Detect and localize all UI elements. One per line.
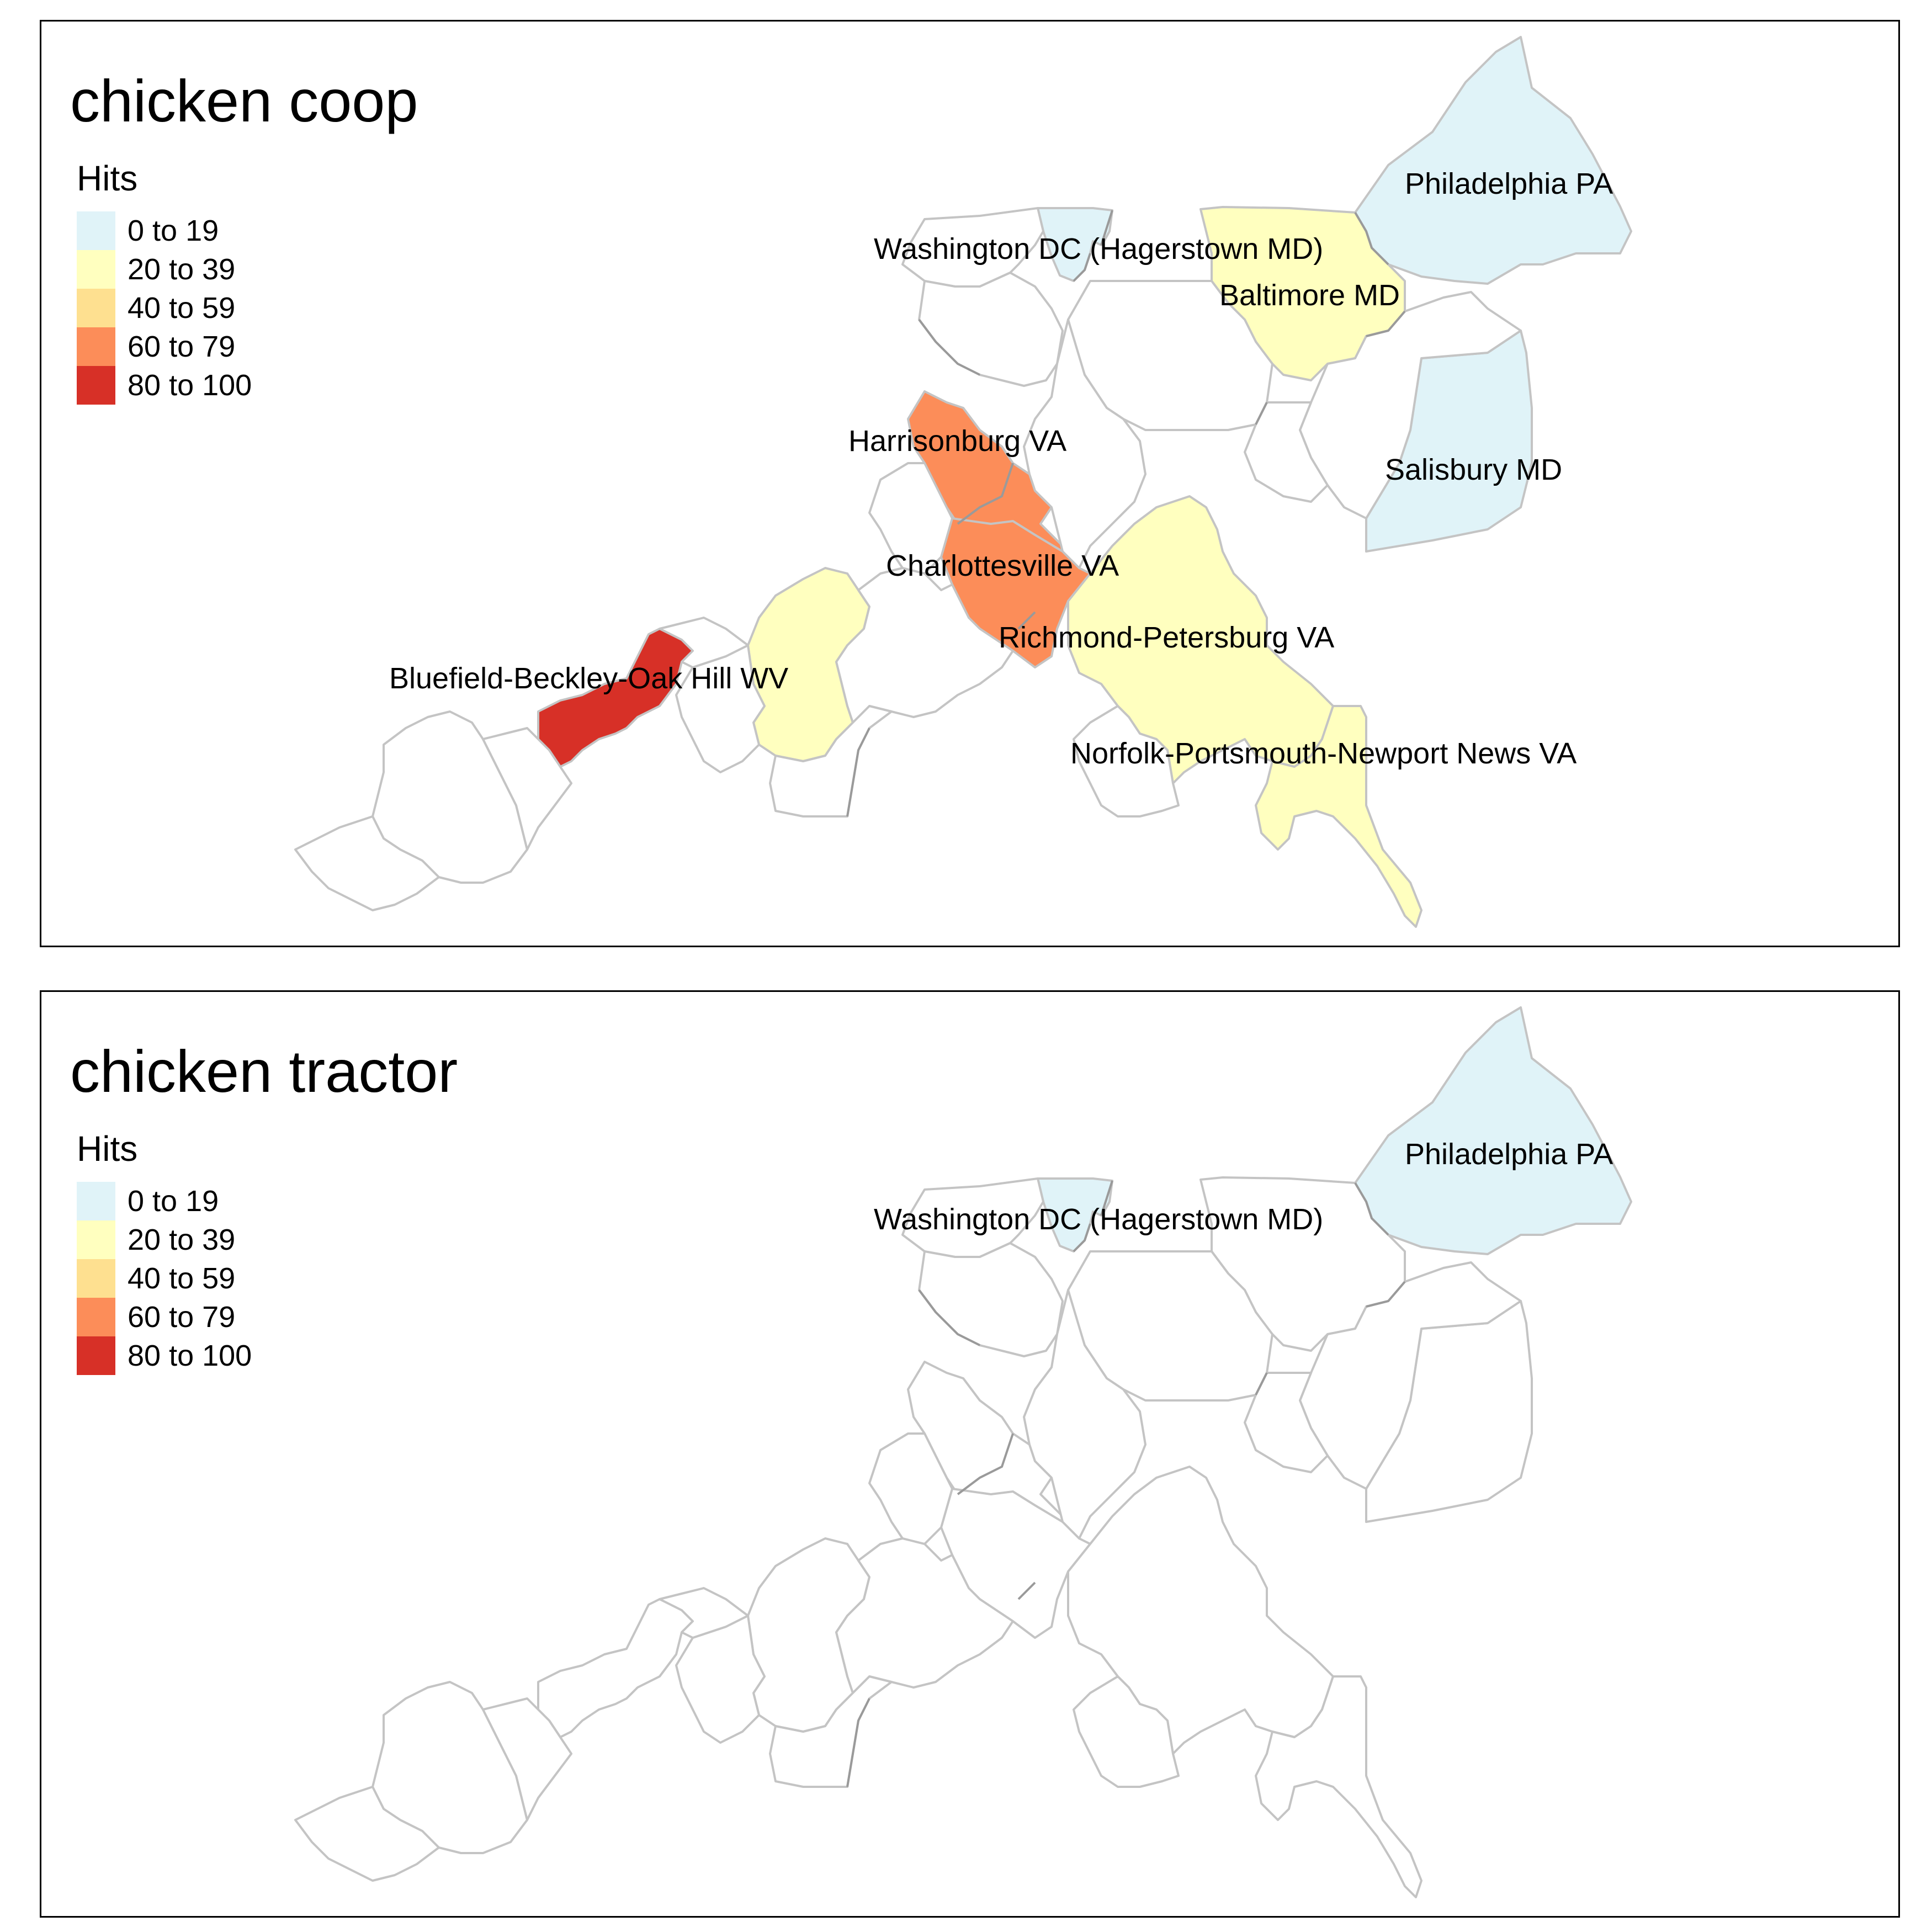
legend-item: 60 to 79 <box>77 327 252 366</box>
legend-item: 40 to 59 <box>77 1259 252 1298</box>
region-philadelphia <box>1354 1006 1632 1255</box>
boundary-line <box>1017 1581 1036 1600</box>
map-panel-chicken-coop: Philadelphia PA Washington DC (Hagerstown… <box>40 20 1900 947</box>
legend-item: 0 to 19 <box>77 1182 252 1220</box>
region-label-norfolk: Norfolk-Portsmouth-Newport News VA <box>1070 737 1577 770</box>
region-wv_center <box>659 617 749 668</box>
region-winchester <box>918 1242 1064 1357</box>
legend-swatch <box>77 211 115 250</box>
boundary-line <box>1354 1182 1389 1236</box>
region-lynchburg <box>835 1537 1014 1694</box>
boundary-line <box>957 1433 1014 1495</box>
region-va_tip <box>294 1786 440 1882</box>
legend-swatch <box>77 1336 115 1375</box>
legend-swatch <box>77 1182 115 1220</box>
panel-title: chicken tractor <box>70 1038 458 1105</box>
region-sw_va <box>675 1615 766 1744</box>
region-wv_sw <box>482 1697 572 1821</box>
legend-title: Hits <box>77 1129 138 1169</box>
region-norfolk <box>1255 705 1423 928</box>
boundary-line <box>1366 1281 1406 1308</box>
map-panel-chicken-tractor: Philadelphia PA Washington DC (Hagerstown… <box>40 990 1900 1918</box>
legend-item: 20 to 39 <box>77 250 252 289</box>
legend-label: 60 to 79 <box>128 330 236 363</box>
region-wv_sw <box>482 727 572 851</box>
region-va_south <box>1073 1675 1180 1788</box>
labels-layer: Philadelphia PA Washington DC (Hagerstown… <box>389 167 1613 770</box>
choropleth-map: Philadelphia PA Washington DC (Hagerstown… <box>294 36 1632 928</box>
legend-swatch <box>77 289 115 327</box>
legend-item: 60 to 79 <box>77 1298 252 1336</box>
region-label-washington: Washington DC (Hagerstown MD) <box>874 1203 1323 1236</box>
legend-label: 80 to 100 <box>128 369 252 402</box>
boundary-line <box>1255 1372 1268 1395</box>
boundary-line <box>1073 253 1091 282</box>
boundary-line <box>846 1698 871 1787</box>
region-label-richmond: Richmond-Petersburg VA <box>999 621 1334 654</box>
region-philadelphia <box>1354 36 1632 285</box>
legend: Hits 0 to 19 20 to 39 40 to 59 60 to 79 … <box>77 161 252 405</box>
region-bluefield <box>537 1598 694 1738</box>
legend-label: 20 to 39 <box>128 1223 236 1256</box>
region-ches_bay_w <box>1244 401 1329 503</box>
legend-label: 20 to 39 <box>128 253 236 286</box>
boundary-line <box>1100 210 1113 246</box>
legend-item: 80 to 100 <box>77 1336 252 1375</box>
labels-layer: Philadelphia PA Washington DC (Hagerstown… <box>874 1138 1613 1236</box>
legend-swatch <box>77 1259 115 1298</box>
regions-layer <box>294 36 1632 928</box>
boundary-line <box>918 1289 980 1346</box>
region-dc_area <box>1023 1289 1147 1540</box>
legend-title: Hits <box>77 158 138 198</box>
region-wv_center <box>659 1587 749 1639</box>
region-norfolk <box>1255 1675 1423 1898</box>
boundary-line <box>957 463 1014 525</box>
region-lynchburg <box>835 567 1014 724</box>
region-label-salisbury: Salisbury MD <box>1385 453 1562 486</box>
legend-label: 0 to 19 <box>128 214 219 247</box>
legend-swatch <box>77 1298 115 1336</box>
legend-swatch <box>77 250 115 289</box>
boundary-line <box>1255 402 1268 425</box>
region-va_tip <box>294 815 440 911</box>
legend-label: 60 to 79 <box>128 1301 236 1334</box>
regions-layer <box>294 1006 1632 1898</box>
boundary-line <box>1017 611 1036 630</box>
region-label-harrisonburg: Harrisonburg VA <box>848 424 1066 458</box>
panel-title: chicken coop <box>70 67 418 134</box>
legend-label: 80 to 100 <box>128 1339 252 1372</box>
legend-label: 0 to 19 <box>128 1185 219 1218</box>
legend: Hits 0 to 19 20 to 39 40 to 59 60 to 79 … <box>77 1131 252 1375</box>
region-label-bluefield: Bluefield-Beckley-Oak Hill WV <box>389 662 788 695</box>
boundary-line <box>1366 310 1406 337</box>
legend-label: 40 to 59 <box>128 291 236 325</box>
legend-item: 40 to 59 <box>77 289 252 327</box>
boundary-line <box>1073 1223 1091 1252</box>
legend-label: 40 to 59 <box>128 1262 236 1295</box>
region-label-philadelphia: Philadelphia PA <box>1405 1138 1613 1171</box>
region-label-charlottesville: Charlottesville VA <box>886 549 1119 582</box>
region-winchester <box>918 272 1064 387</box>
legend-item: 80 to 100 <box>77 366 252 405</box>
boundary-line <box>1354 211 1389 266</box>
region-va_south <box>1073 705 1180 818</box>
region-label-washington: Washington DC (Hagerstown MD) <box>874 232 1323 266</box>
region-dc_area <box>1023 319 1147 569</box>
legend-swatch <box>77 327 115 366</box>
region-ches_bay_w <box>1244 1372 1329 1473</box>
region-bluefield <box>537 628 694 768</box>
choropleth-map: Philadelphia PA Washington DC (Hagerstown… <box>294 1006 1632 1898</box>
legend-item: 20 to 39 <box>77 1220 252 1259</box>
boundary-line <box>1100 1180 1113 1216</box>
region-label-philadelphia: Philadelphia PA <box>1405 167 1613 200</box>
region-label-baltimore: Baltimore MD <box>1219 279 1400 312</box>
legend-swatch <box>77 366 115 405</box>
boundary-line <box>918 319 980 376</box>
boundary-line <box>846 728 871 817</box>
legend-item: 0 to 19 <box>77 211 252 250</box>
region-sw_va <box>675 644 766 773</box>
legend-swatch <box>77 1220 115 1259</box>
